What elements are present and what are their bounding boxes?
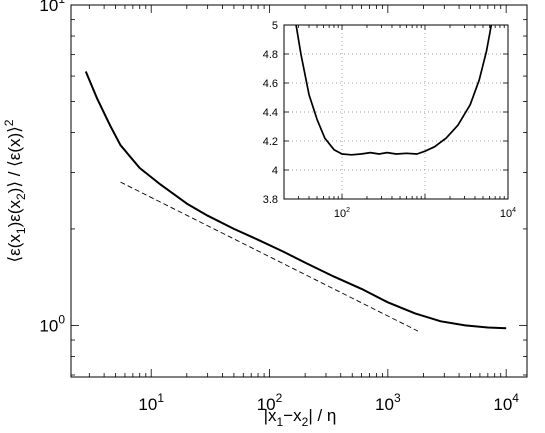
inset-tick-labels: 3.8 4 4.2 4.4 4.6 4.8 5 102 104 [263,20,516,220]
main-y-tick-label: 100 [39,312,65,335]
inset-y-tick-label: 4.2 [263,136,278,148]
main-axes: 101 102 103 104 100 101 [39,0,528,414]
inset-y-tick-label: 3.8 [263,194,278,206]
main-x-tick-label: 103 [375,391,401,414]
inset-y-tick-label: 4.4 [263,107,278,119]
main-ticks [71,4,527,377]
main-y-tick-label: 101 [39,0,65,15]
inset-curve [295,24,493,156]
inset-grid [284,25,508,199]
main-y-label: ⟨ε(x1)ε(x2)⟩ / ⟨ε(x)⟩2 [2,119,28,262]
inset-plot-frame [283,24,509,200]
inset-y-tick-label: 4.8 [263,49,278,61]
inset-y-tick-label: 5 [272,20,278,32]
main-x-tick-label: 102 [257,391,283,414]
inset-x-tick-label: 102 [334,207,350,220]
main-x-tick-label: 104 [493,391,519,414]
main-series [84,71,507,332]
main-x-tick-label: 101 [138,391,164,414]
main-plot-frame [70,4,528,378]
inset-y-tick-label: 4.6 [263,78,278,90]
inset-series [295,24,493,156]
inset-y-tick-label: 4 [272,165,278,177]
inset-axes: 3.8 4 4.2 4.4 4.6 4.8 5 102 104 [263,20,516,220]
inset-x-tick-label: 104 [500,207,516,220]
main-x-label: |x1−x2| / η [264,406,337,429]
correlation-curve [84,71,507,330]
main-tick-labels: 101 102 103 104 100 101 [39,0,519,414]
